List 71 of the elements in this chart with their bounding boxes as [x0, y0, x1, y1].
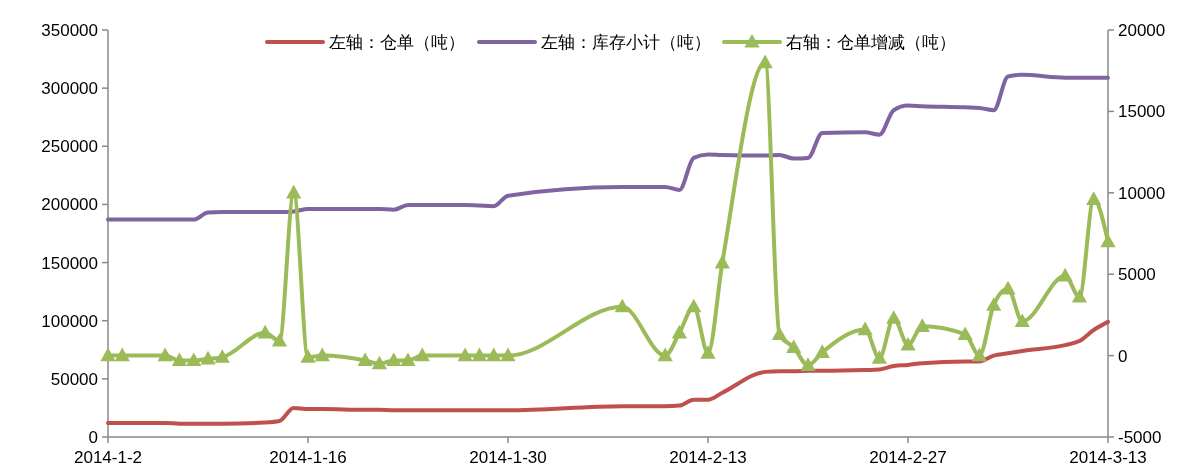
point	[857, 321, 873, 336]
point	[614, 298, 630, 313]
x-tick-label: 2014-1-16	[269, 448, 347, 463]
point	[486, 347, 502, 362]
point	[957, 326, 973, 341]
x-tick-label: 2014-1-30	[469, 448, 547, 463]
line-series	[106, 72, 1110, 222]
point	[814, 344, 830, 358]
y-tick-label: 150000	[41, 253, 98, 273]
x-tick-label: 2014-2-27	[869, 448, 947, 463]
point	[1086, 191, 1102, 205]
point	[157, 347, 173, 362]
y2-tick-label: 15000	[1118, 102, 1166, 122]
point	[757, 54, 773, 69]
y2-tick-label: 0	[1118, 346, 1128, 366]
point	[900, 337, 916, 351]
point	[471, 347, 488, 362]
point	[114, 347, 130, 362]
point	[657, 347, 673, 362]
point	[386, 352, 402, 367]
point	[700, 345, 716, 359]
y-tick-label: 50000	[50, 369, 98, 389]
point	[457, 347, 473, 362]
y2-tick-label: 5000	[1118, 265, 1156, 285]
point	[357, 352, 373, 367]
legend-label: 左轴：仓单（吨）	[329, 33, 465, 52]
y-tick-label: 100000	[41, 311, 98, 331]
point	[171, 352, 188, 367]
y-tick-label: 350000	[41, 21, 98, 40]
point	[971, 347, 988, 362]
point	[186, 352, 202, 367]
y-tick-label: 200000	[41, 195, 98, 215]
y-tick-label: 300000	[41, 79, 98, 99]
legend-label: 右轴：仓单增减（吨）	[786, 33, 956, 52]
x-tick-label: 2014-2-13	[669, 448, 747, 463]
point	[500, 347, 516, 362]
point	[1057, 267, 1073, 282]
point	[414, 347, 430, 362]
point	[286, 184, 302, 199]
x-tick-label: 2014-1-2	[73, 448, 143, 463]
point	[200, 350, 216, 365]
legend-label: 左轴：库存小计（吨）	[541, 33, 711, 52]
point	[914, 318, 930, 332]
point	[986, 297, 1002, 311]
x-tick-label: 2014-3-13	[1069, 448, 1147, 463]
point	[300, 349, 316, 363]
point	[786, 339, 802, 354]
point	[257, 324, 273, 339]
point	[1071, 288, 1088, 303]
line-series	[106, 319, 1110, 426]
point	[1000, 280, 1016, 295]
point	[886, 310, 902, 324]
point	[400, 352, 416, 367]
point	[771, 326, 788, 341]
point	[800, 357, 816, 371]
y-tick-label: 0	[88, 428, 98, 447]
point	[1100, 233, 1116, 248]
point	[671, 324, 688, 339]
point	[686, 298, 702, 313]
point	[314, 347, 330, 362]
point	[371, 355, 388, 370]
y2-tick-label: -5000	[1118, 428, 1162, 447]
point	[214, 349, 230, 363]
point	[271, 332, 288, 347]
y2-tick-label: 20000	[1118, 21, 1166, 40]
y-tick-label: 250000	[41, 137, 98, 157]
point	[100, 347, 116, 362]
point	[871, 350, 888, 364]
point	[1014, 313, 1030, 328]
point	[714, 254, 730, 269]
y2-tick-label: 10000	[1118, 183, 1166, 203]
